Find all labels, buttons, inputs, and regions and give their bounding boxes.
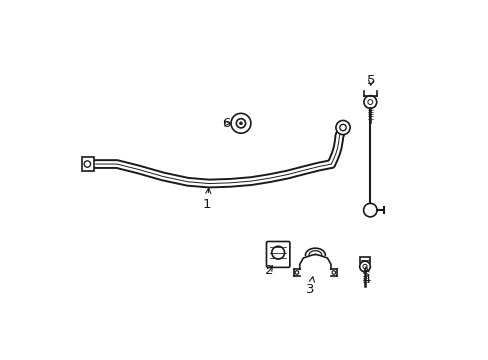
Circle shape	[339, 124, 346, 131]
Circle shape	[331, 271, 335, 274]
Circle shape	[367, 100, 372, 104]
Text: 5: 5	[366, 74, 374, 87]
Text: 2: 2	[264, 264, 273, 277]
Circle shape	[239, 122, 242, 125]
Bar	[81, 157, 94, 171]
Circle shape	[230, 113, 250, 133]
Circle shape	[271, 246, 284, 259]
Circle shape	[335, 121, 349, 135]
Circle shape	[359, 261, 369, 272]
Text: 6: 6	[222, 117, 230, 130]
Text: 3: 3	[305, 277, 314, 296]
Text: 1: 1	[203, 188, 211, 211]
Bar	[359, 257, 369, 263]
Circle shape	[362, 264, 366, 269]
Circle shape	[295, 271, 298, 274]
Circle shape	[363, 96, 376, 108]
Text: 4: 4	[362, 267, 370, 287]
FancyBboxPatch shape	[266, 242, 289, 267]
Circle shape	[236, 119, 245, 128]
Circle shape	[363, 203, 376, 217]
Circle shape	[84, 161, 90, 167]
